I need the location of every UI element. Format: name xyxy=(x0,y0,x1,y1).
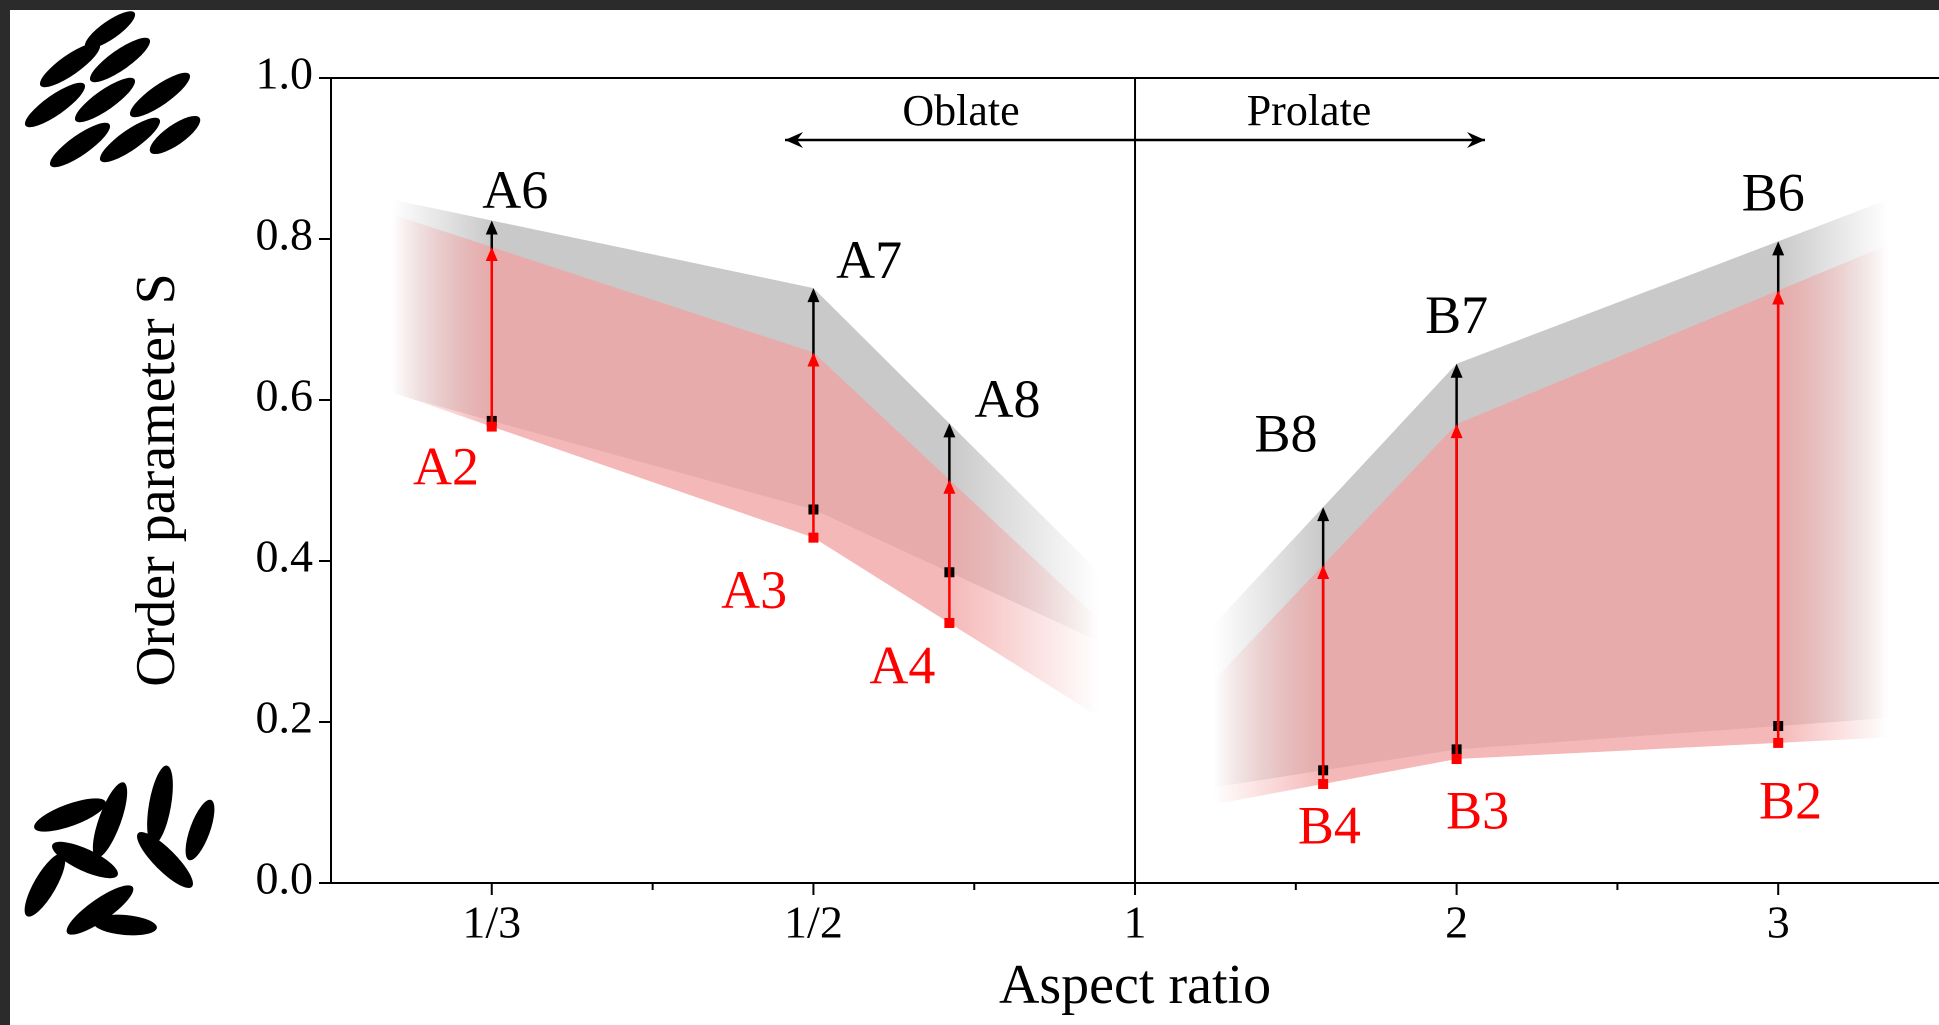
band xyxy=(491,247,950,623)
range-high xyxy=(1450,424,1463,439)
y-tick-label: 0.0 xyxy=(256,853,314,904)
plot: 0.0 0.2 0.4 0.6 0.8 1.0 1/3 1/2 1 2 3 Oblate Prolate… xyxy=(256,48,1939,948)
y-tick-label: 0.4 xyxy=(256,531,314,582)
data-label: A3 xyxy=(721,560,787,620)
band xyxy=(1323,290,1779,784)
range-high xyxy=(943,479,956,494)
y-tick-label: 0.8 xyxy=(256,209,314,260)
x-tick-label: 3 xyxy=(1767,897,1790,948)
data-label: A2 xyxy=(413,437,479,497)
x-tick-label: 2 xyxy=(1445,897,1468,948)
range-low xyxy=(1773,737,1784,748)
data-label: B6 xyxy=(1742,163,1805,223)
x-tick-label: 1/3 xyxy=(462,897,521,948)
x-axis-label: Aspect ratio xyxy=(999,954,1271,1016)
data-label: A6 xyxy=(482,160,548,220)
data-label: B8 xyxy=(1255,403,1318,463)
range-high xyxy=(807,352,820,367)
range-high xyxy=(485,220,498,235)
data-label: B4 xyxy=(1298,795,1361,855)
range-high xyxy=(1317,507,1330,522)
x-tick-label: 1 xyxy=(1124,897,1147,948)
band-tail xyxy=(391,214,492,427)
range-high xyxy=(1772,290,1785,305)
band-tail xyxy=(1778,244,1889,743)
data-label: B7 xyxy=(1425,285,1488,345)
range-low xyxy=(486,421,497,432)
data-label: B3 xyxy=(1446,780,1509,840)
range-high xyxy=(943,423,956,438)
annotation-arrowhead xyxy=(785,132,804,148)
y-tick-label: 0.2 xyxy=(256,692,314,743)
data-label: A7 xyxy=(836,230,902,290)
range-high xyxy=(485,247,498,262)
data-label: A4 xyxy=(869,636,935,696)
data-label: A8 xyxy=(974,369,1040,429)
range-high xyxy=(807,288,820,303)
y-tick-label: 1.0 xyxy=(256,48,314,99)
range-high xyxy=(1317,565,1330,580)
annotation: Oblate xyxy=(902,86,1019,135)
data-label: B2 xyxy=(1759,770,1822,830)
band-tail xyxy=(1213,565,1324,805)
range-high xyxy=(1450,363,1463,378)
range-low xyxy=(944,617,955,628)
range-low xyxy=(1318,778,1329,789)
annotation-arrowhead xyxy=(1467,132,1486,148)
range-low xyxy=(808,532,819,543)
icons xyxy=(24,11,215,936)
x-tick-label: 1/2 xyxy=(784,897,843,948)
y-tick-label: 0.6 xyxy=(256,370,314,421)
y-axis-label: Order parameter S xyxy=(125,273,187,687)
band-tail xyxy=(949,479,1100,718)
range-high xyxy=(1772,241,1785,256)
range-low xyxy=(1451,754,1462,765)
annotation: Prolate xyxy=(1247,86,1372,135)
